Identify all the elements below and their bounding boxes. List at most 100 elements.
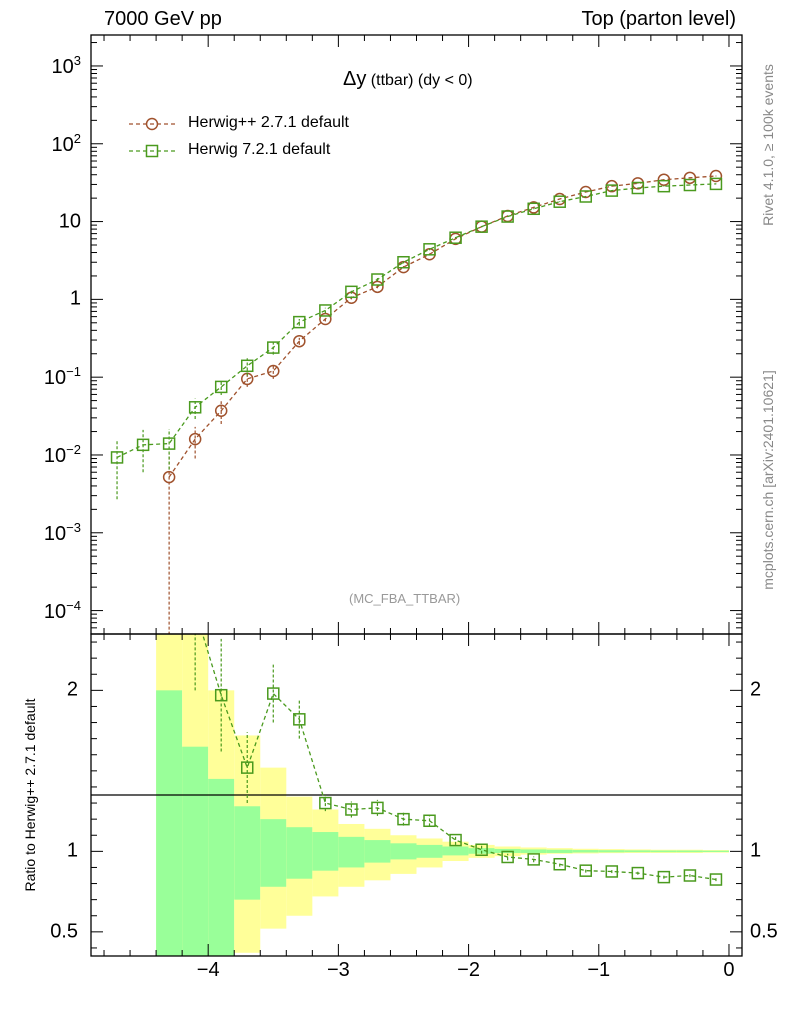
ratio-tick-label-right: 2 bbox=[750, 678, 762, 701]
axes bbox=[90, 34, 743, 957]
x-tick-label: −4 bbox=[196, 959, 220, 981]
data-point bbox=[240, 359, 254, 373]
data-point bbox=[709, 169, 723, 183]
green-band-bin bbox=[234, 806, 261, 900]
data-point bbox=[553, 195, 566, 208]
y-tick-label: 10−2 bbox=[43, 442, 81, 467]
y-tick-label: 1 bbox=[69, 287, 81, 310]
watermark: (MC_FBA_TTBAR) bbox=[349, 591, 461, 606]
ratio-point bbox=[605, 865, 619, 878]
ratio-tick-label: 1 bbox=[66, 839, 78, 862]
chart-title-rest: (ttbar) (dy < 0) bbox=[366, 72, 473, 89]
data-point bbox=[267, 364, 280, 378]
ratio-point bbox=[293, 713, 306, 726]
y-tick-exponent: −1 bbox=[66, 364, 81, 380]
y-tick-exponent: 3 bbox=[73, 53, 81, 69]
y-tick-exponent: −2 bbox=[66, 442, 81, 458]
ratio-point bbox=[190, 604, 201, 615]
green-band-bin bbox=[520, 849, 547, 853]
data-point bbox=[709, 177, 723, 191]
green-band-bin bbox=[364, 840, 391, 863]
data-point bbox=[162, 437, 176, 450]
data-point bbox=[683, 171, 697, 185]
y-tick-exponent: −4 bbox=[66, 597, 81, 613]
ratio-uncertainty-bands bbox=[156, 634, 729, 956]
header-left: 7000 GeV pp bbox=[104, 8, 222, 30]
data-point bbox=[188, 401, 202, 414]
chart-title: Δy (ttbar) (dy < 0) bbox=[343, 68, 473, 91]
ratio-point bbox=[657, 870, 671, 884]
ratio-point bbox=[319, 796, 332, 810]
y-tick-label: 10−1 bbox=[43, 364, 81, 389]
mcplots-label: mcplots.cern.ch [arXiv:2401.10621] bbox=[760, 370, 776, 590]
green-band-bin bbox=[312, 832, 339, 871]
ratio-point bbox=[579, 864, 593, 877]
data-point bbox=[657, 173, 671, 186]
ratio-point bbox=[709, 873, 723, 886]
x-tick-label: 0 bbox=[723, 959, 735, 981]
y-tick-label: 10 bbox=[58, 210, 81, 233]
ratio-point bbox=[214, 688, 228, 702]
y-tick-exponent: 2 bbox=[73, 130, 81, 146]
legend-marker bbox=[145, 144, 159, 158]
ratio-line bbox=[201, 634, 717, 881]
data-point bbox=[319, 312, 332, 326]
data-point bbox=[110, 451, 124, 464]
y-tick-label: 102 bbox=[51, 130, 81, 156]
green-band-bin bbox=[676, 850, 703, 853]
data-point bbox=[188, 432, 202, 446]
green-band-bin bbox=[390, 843, 417, 860]
legend bbox=[129, 117, 175, 158]
legend-label-herwig7: Herwig 7.2.1 default bbox=[188, 141, 331, 158]
rivet-label: Rivet 4.1.0, ≥ 100k events bbox=[760, 64, 776, 226]
data-point bbox=[683, 178, 697, 192]
ratio-point bbox=[267, 687, 280, 700]
green-band-bin bbox=[624, 850, 651, 853]
green-band-bin bbox=[182, 746, 209, 956]
data-point bbox=[371, 273, 384, 286]
ratio-series bbox=[190, 604, 723, 886]
data-point bbox=[423, 243, 436, 256]
green-band-bin bbox=[208, 778, 235, 956]
green-band-bin bbox=[650, 850, 677, 853]
ratio-y-axis-label: Ratio to Herwig++ 2.7.1 default bbox=[22, 698, 38, 892]
ratio-point bbox=[423, 814, 436, 828]
data-point bbox=[214, 380, 228, 394]
data-point bbox=[293, 334, 306, 348]
ratio-point bbox=[371, 801, 384, 815]
y-tick-exponent: −3 bbox=[66, 519, 81, 535]
data-point bbox=[293, 315, 306, 329]
data-point bbox=[267, 341, 280, 354]
ratio-point bbox=[397, 812, 410, 826]
x-tick-label: −3 bbox=[326, 959, 350, 981]
main-series bbox=[110, 169, 723, 634]
green-band-bin bbox=[156, 690, 183, 956]
series-line-1 bbox=[116, 183, 716, 459]
data-point bbox=[319, 304, 332, 317]
data-point bbox=[162, 470, 176, 484]
ratio-tick-label-right: 0.5 bbox=[750, 920, 778, 943]
data-point bbox=[657, 179, 671, 193]
ratio-tick-label: 0.5 bbox=[50, 920, 78, 943]
data-point bbox=[371, 280, 384, 294]
data-point bbox=[475, 220, 488, 233]
ratio-tick-label-right: 1 bbox=[750, 839, 762, 862]
data-point bbox=[527, 202, 540, 216]
ratio-point bbox=[631, 866, 645, 880]
y-tick-label: 103 bbox=[51, 53, 81, 78]
x-tick-label: −1 bbox=[587, 959, 611, 981]
x-tick-label: −2 bbox=[457, 959, 480, 981]
data-point bbox=[397, 255, 410, 269]
data-point bbox=[214, 404, 228, 418]
ratio-point bbox=[449, 833, 462, 847]
green-band-bin bbox=[260, 819, 287, 887]
ratio-tick-label: 2 bbox=[66, 678, 78, 701]
header-right: Top (parton level) bbox=[581, 8, 736, 30]
data-point bbox=[579, 190, 593, 203]
green-band-bin bbox=[416, 844, 443, 858]
green-band-bin bbox=[286, 827, 313, 879]
data-point bbox=[345, 285, 358, 299]
ratio-point bbox=[683, 869, 697, 882]
green-band-bin bbox=[572, 850, 599, 853]
